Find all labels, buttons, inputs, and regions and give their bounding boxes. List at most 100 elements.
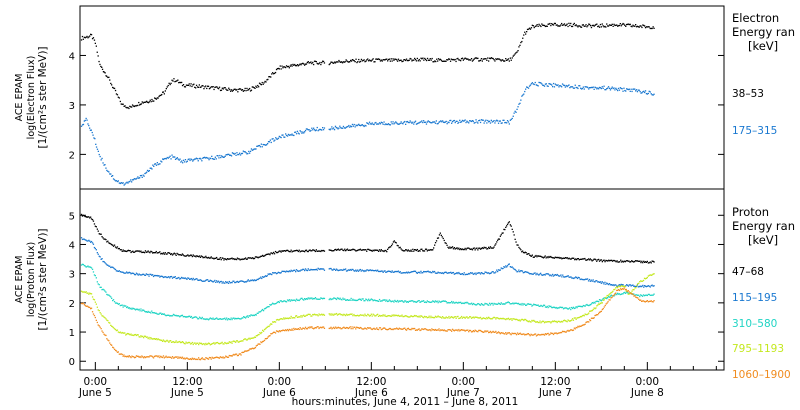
proton-data-point <box>587 280 590 282</box>
electron-data-point <box>586 86 588 88</box>
proton-data-point <box>262 255 265 257</box>
proton-data-point <box>235 281 237 284</box>
proton-data-point <box>196 342 198 344</box>
proton-data-point <box>180 315 182 317</box>
proton-data-point <box>571 329 574 332</box>
proton-data-point <box>228 280 230 283</box>
electron-data-point <box>487 119 489 122</box>
proton-data-point <box>116 270 119 272</box>
proton-data-point <box>178 356 180 358</box>
proton-data-point <box>651 274 653 276</box>
proton-data-point <box>144 250 147 252</box>
proton-data-point <box>195 343 197 345</box>
proton-data-point <box>273 331 276 333</box>
proton-data-point <box>501 268 503 270</box>
proton-data-point <box>408 300 410 302</box>
proton-data-point <box>442 329 444 331</box>
proton-data-point <box>633 293 635 295</box>
proton-data-point <box>197 318 199 320</box>
proton-data-point <box>375 249 377 251</box>
proton-data-point <box>368 299 371 302</box>
electron-data-point <box>304 131 306 133</box>
proton-data-point <box>609 260 611 262</box>
proton-data-point <box>402 315 404 318</box>
proton-data-point <box>420 315 422 317</box>
proton-data-point <box>374 328 376 330</box>
proton-data-point <box>200 255 202 257</box>
proton-data-point <box>133 251 135 253</box>
proton-data-point <box>449 246 451 248</box>
proton-data-point <box>435 316 437 318</box>
proton-data-point <box>317 326 319 328</box>
proton-data-point <box>107 294 109 296</box>
proton-data-point <box>316 314 318 316</box>
electron-data-point <box>266 143 268 146</box>
electron-data-point <box>212 158 215 160</box>
proton-data-point <box>597 281 599 283</box>
electron-data-point <box>264 144 266 146</box>
electron-data-point <box>278 68 280 70</box>
proton-data-point <box>251 347 253 350</box>
electron-data-point <box>526 86 528 88</box>
proton-data-point <box>609 299 611 301</box>
electron-data-point <box>411 60 413 62</box>
proton-data-point <box>147 356 149 358</box>
proton-data-point <box>270 304 272 306</box>
proton-data-point <box>274 250 277 253</box>
proton-data-point <box>281 318 283 320</box>
proton-data-point <box>182 254 184 256</box>
electron-data-point <box>214 86 216 88</box>
proton-data-point <box>632 260 634 263</box>
proton-data-point <box>651 260 653 262</box>
proton-data-point <box>250 337 252 339</box>
proton-data-point <box>526 303 529 305</box>
proton-data-point <box>123 354 125 356</box>
electron-data-point <box>341 62 344 64</box>
proton-data-point <box>396 270 399 273</box>
proton-data-point <box>553 332 556 334</box>
proton-data-point <box>257 312 259 314</box>
proton-data-point <box>513 234 515 236</box>
proton-data-point <box>536 334 538 336</box>
proton-data-point <box>599 311 602 313</box>
electron-data-point <box>194 158 197 160</box>
proton-data-point <box>87 305 89 308</box>
proton-data-point <box>521 318 523 320</box>
proton-data-point <box>270 323 272 325</box>
electron-data-point <box>387 58 390 61</box>
proton-data-point <box>139 310 141 312</box>
proton-data-point <box>387 315 390 317</box>
proton-data-point <box>235 353 238 355</box>
electron-data-point <box>517 106 519 108</box>
proton-data-point <box>216 258 219 260</box>
electron-data-point <box>222 156 225 158</box>
proton-data-point <box>243 281 245 283</box>
proton-data-point <box>427 270 429 272</box>
proton-data-point <box>522 333 524 335</box>
proton-data-point <box>555 320 557 323</box>
proton-data-point <box>244 317 247 319</box>
proton-data-point <box>376 300 378 302</box>
proton-data-point <box>542 274 545 276</box>
proton-data-point <box>237 354 239 357</box>
proton-data-point <box>135 334 138 337</box>
proton-data-point <box>105 239 107 241</box>
electron-data-point <box>212 158 214 160</box>
electron-data-point <box>206 87 208 90</box>
electron-data-point <box>112 178 115 180</box>
electron-data-point <box>331 126 333 128</box>
electron-data-point <box>126 181 128 183</box>
proton-data-point <box>221 318 223 320</box>
proton-data-point <box>161 275 163 277</box>
proton-data-point <box>189 315 191 317</box>
proton-data-point <box>380 270 382 272</box>
proton-data-point <box>409 250 411 252</box>
proton-data-point <box>289 270 291 273</box>
proton-data-point <box>104 290 106 292</box>
proton-data-point <box>332 298 334 300</box>
electron-data-point <box>234 88 236 90</box>
proton-data-point <box>322 326 324 328</box>
proton-data-point <box>484 317 486 320</box>
proton-data-point <box>409 271 411 274</box>
electron-data-point <box>107 170 109 172</box>
